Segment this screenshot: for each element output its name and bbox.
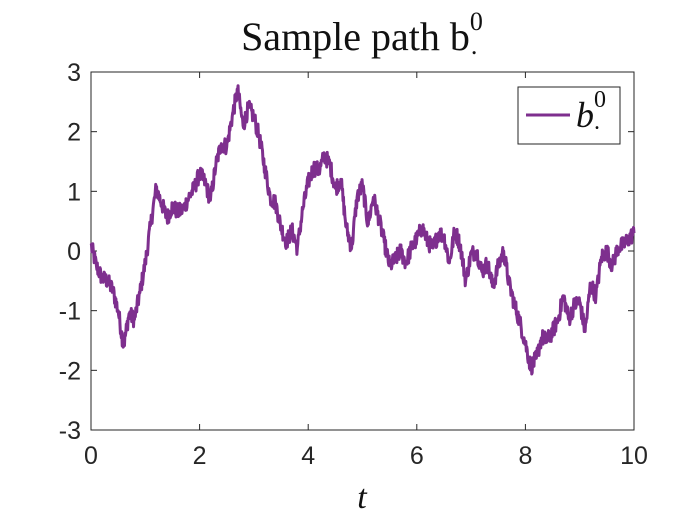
legend-label-text: b xyxy=(576,95,594,135)
x-tick-label: 10 xyxy=(620,442,648,470)
x-axis-ticks: 0 2 4 6 8 10 xyxy=(84,72,648,470)
y-tick-label: -2 xyxy=(59,357,81,385)
legend-label-superscript: 0 xyxy=(594,87,606,113)
chart-title-text: Sample path b xyxy=(241,14,470,59)
x-tick-label: 6 xyxy=(410,442,424,470)
chart-title: Sample path b0. xyxy=(241,7,483,60)
x-tick-label: 0 xyxy=(84,442,98,470)
x-tick-label: 2 xyxy=(193,442,207,470)
chart-title-subscript: . xyxy=(471,31,478,60)
y-tick-label: 0 xyxy=(67,238,81,266)
y-axis-ticks: 3 2 1 0 -1 -2 -3 xyxy=(59,59,634,445)
y-tick-label: 2 xyxy=(67,119,81,147)
y-tick-label: -3 xyxy=(59,417,81,445)
y-tick-label: 3 xyxy=(67,59,81,87)
legend-label: b0. xyxy=(576,87,606,135)
x-axis-label: t xyxy=(357,479,368,516)
chart-title-superscript: 0 xyxy=(470,7,483,36)
series-line-0 xyxy=(89,84,636,376)
series-layer xyxy=(89,84,636,376)
y-tick-label: 1 xyxy=(67,178,81,206)
legend: b0. xyxy=(517,86,621,145)
x-tick-label: 8 xyxy=(518,442,532,470)
x-tick-label: 4 xyxy=(301,442,315,470)
legend-label-subscript: . xyxy=(594,109,600,135)
y-tick-label: -1 xyxy=(59,298,81,326)
